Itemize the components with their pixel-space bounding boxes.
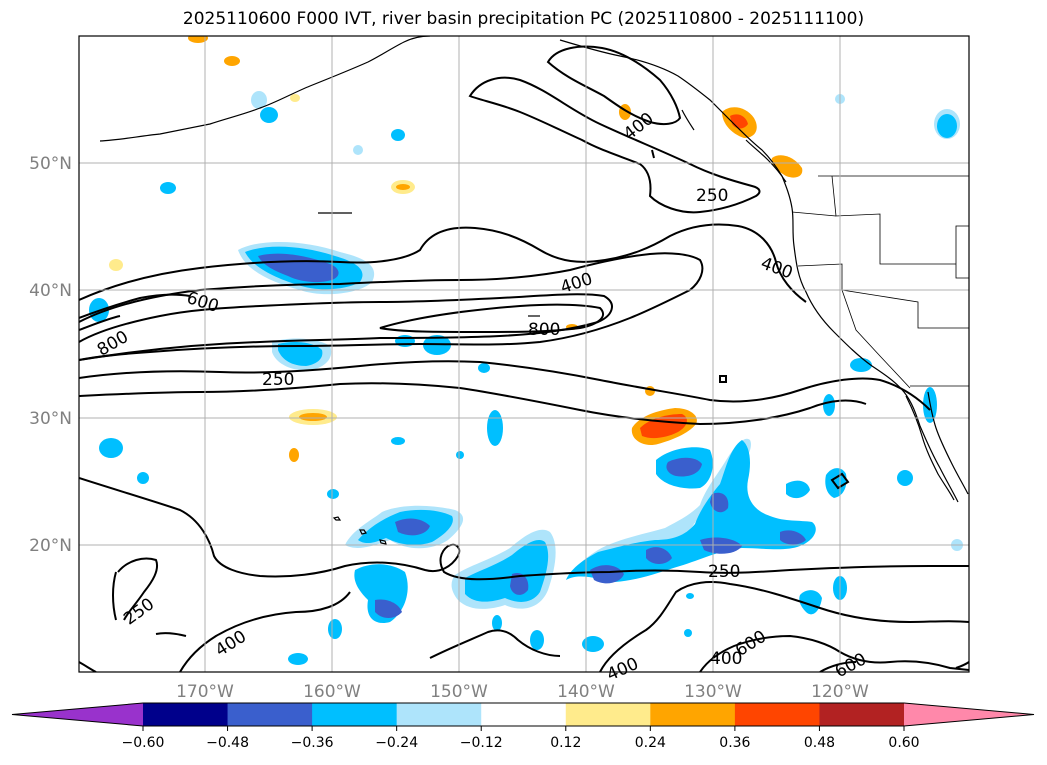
lon-label-160w: 160°W [303, 682, 361, 702]
colorbar-cell [312, 703, 398, 726]
colorbar-cell [227, 703, 313, 726]
coastlines [99, 36, 969, 545]
map-frame [78, 35, 970, 673]
contour-label: 800 [528, 320, 560, 340]
colorbar-tick-label: −0.60 [122, 735, 165, 751]
contour-label: 250 [708, 562, 740, 582]
colorbar-tick-label: 0.12 [550, 735, 581, 751]
colorbar-cell [565, 703, 651, 726]
lon-label-130w: 130°W [684, 682, 742, 702]
longitude-labels: 170°W 160°W 150°W 140°W 130°W 120°W [176, 682, 869, 702]
lat-label-30n: 30°N [29, 409, 72, 429]
contour-label: 250 [262, 370, 294, 390]
colorbar: −0.60 −0.48 −0.36 −0.24 −0.12 0.12 0.24 0.36 0.4… [11, 702, 1035, 751]
colorbar-cell [734, 703, 820, 726]
contour-label: 250 [696, 186, 728, 206]
latitude-labels: 50°N 40°N 30°N 20°N [29, 154, 72, 556]
colorbar-tick-label: 0.60 [888, 735, 919, 751]
colorbar-extend-high [904, 703, 1034, 726]
colorbar-tick-label: 0.48 [804, 735, 835, 751]
lon-label-120w: 120°W [811, 682, 869, 702]
colorbar-tick-label: 0.24 [635, 735, 666, 751]
colorbar-tick-label: −0.48 [206, 735, 249, 751]
colorbar-cell [650, 703, 736, 726]
political-borders [791, 175, 969, 389]
map-title: 2025110600 F000 IVT, river basin precipi… [182, 9, 865, 29]
lon-label-150w: 150°W [430, 682, 488, 702]
colorbar-cell [481, 703, 567, 726]
colorbar-cell [143, 703, 229, 726]
precip-shading [89, 36, 963, 665]
graticule [79, 36, 969, 672]
lat-label-20n: 20°N [29, 536, 72, 556]
lon-label-170w: 170°W [176, 682, 234, 702]
colorbar-tick-label: −0.12 [460, 735, 503, 751]
colorbar-cell [396, 703, 482, 726]
contour-label: 400 [710, 649, 742, 669]
lat-label-50n: 50°N [29, 154, 72, 174]
colorbar-tick-label: −0.24 [375, 735, 418, 751]
colorbar-extend-low [12, 703, 143, 726]
colorbar-cell [819, 703, 905, 726]
lat-label-40n: 40°N [29, 281, 72, 301]
lon-label-140w: 140°W [557, 682, 615, 702]
colorbar-tick-label: −0.36 [291, 735, 334, 751]
colorbar-tick-label: 0.36 [719, 735, 750, 751]
